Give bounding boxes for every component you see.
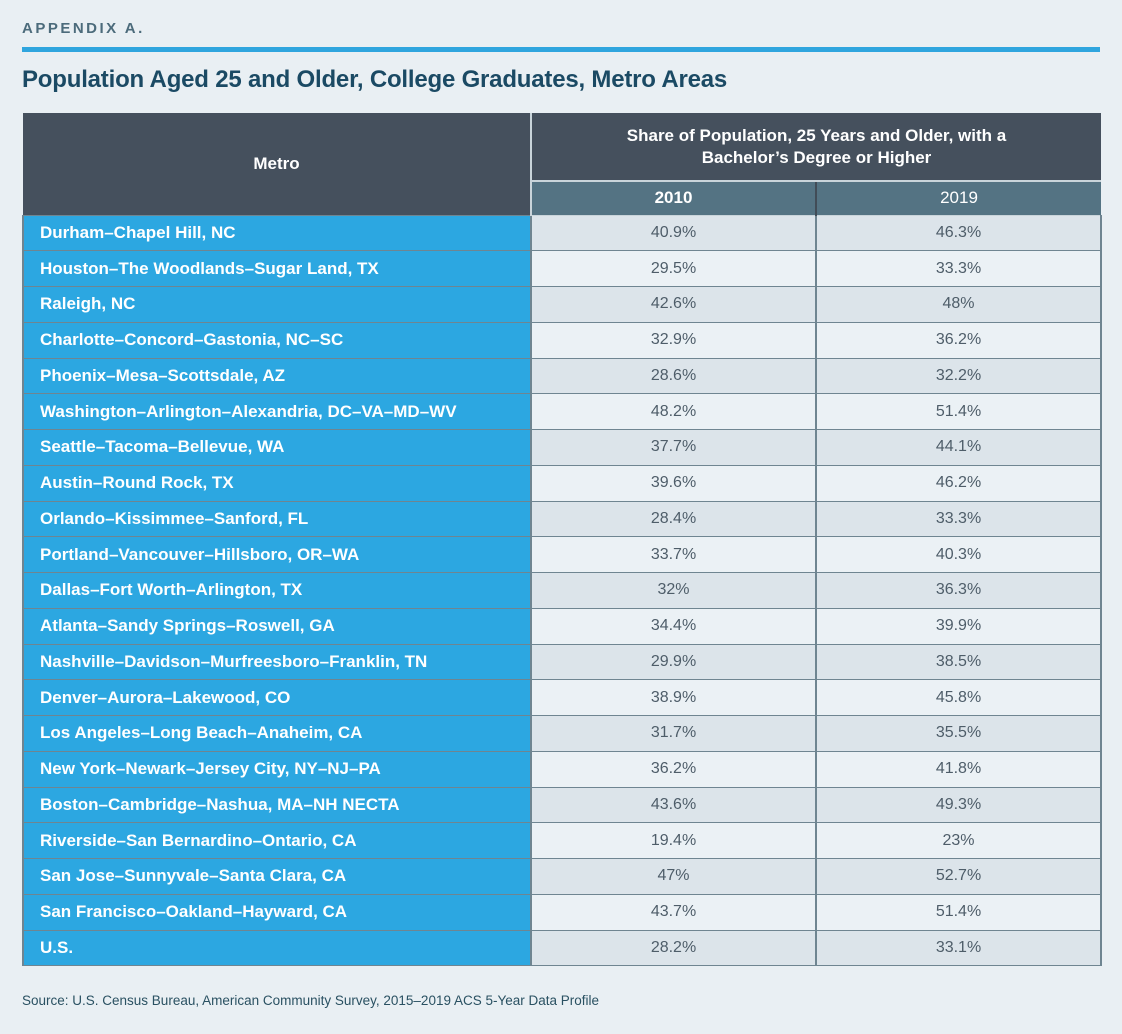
metro-name-cell: San Jose–Sunnyvale–Santa Clara, CA	[22, 858, 532, 895]
share-value-cell-2010: 38.9%	[530, 679, 817, 716]
share-value-cell-2019: 48%	[814, 286, 1103, 323]
share-value-cell-2010: 39.6%	[530, 464, 817, 502]
metro-name-cell: Boston–Cambridge–Nashua, MA–NH NECTA	[22, 786, 532, 824]
year-header-2010: 2010	[531, 181, 817, 216]
share-value-cell-2010: 31.7%	[530, 715, 817, 752]
table-row: Washington–Arlington–Alexandria, DC–VA–M…	[22, 393, 1103, 430]
share-value-cell-2019: 46.3%	[814, 214, 1103, 252]
share-value-cell-2010: 47%	[530, 858, 817, 895]
metro-name-cell: Denver–Aurora–Lakewood, CO	[22, 679, 532, 716]
share-value-cell-2010: 40.9%	[530, 214, 817, 252]
accent-rule	[22, 47, 1100, 52]
table-row: Portland–Vancouver–Hillsboro, OR–WA 33.7%…	[22, 536, 1103, 573]
share-value-cell-2019: 36.2%	[814, 321, 1103, 359]
table-row: Raleigh, NC 42.6% 48%	[22, 286, 1103, 323]
table-row: Durham–Chapel Hill, NC 40.9% 46.3%	[22, 214, 1103, 252]
share-value-cell-2019: 41.8%	[814, 750, 1103, 788]
share-value-cell-2010: 29.9%	[530, 643, 817, 681]
metro-name-cell: Atlanta–Sandy Springs–Roswell, GA	[22, 607, 532, 645]
metro-name-cell: Seattle–Tacoma–Bellevue, WA	[22, 429, 532, 466]
share-value-cell-2019: 51.4%	[814, 393, 1103, 430]
share-value-cell-2019: 32.2%	[814, 357, 1103, 395]
share-value-cell-2010: 34.4%	[530, 607, 817, 645]
source-note: Source: U.S. Census Bureau, American Com…	[22, 993, 600, 1009]
metro-name-cell: Washington–Arlington–Alexandria, DC–VA–M…	[22, 393, 532, 430]
share-value-cell-2019: 33.3%	[814, 500, 1103, 538]
table-body: Durham–Chapel Hill, NC 40.9% 46.3% Houston–…	[22, 214, 1103, 967]
metro-name-cell: Phoenix–Mesa–Scottsdale, AZ	[22, 357, 532, 395]
table-row: Houston–The Woodlands–Sugar Land, TX 29.5…	[22, 250, 1103, 287]
metro-name-cell: Portland–Vancouver–Hillsboro, OR–WA	[22, 536, 532, 573]
share-value-cell-2010: 32.9%	[530, 321, 817, 359]
page-title: Population Aged 25 and Older, College Gr…	[22, 66, 728, 93]
share-value-cell-2019: 23%	[814, 822, 1103, 859]
share-value-cell-2010: 29.5%	[530, 250, 817, 287]
group-column-header: Share of Population, 25 Years and Older,…	[531, 113, 1102, 182]
share-value-cell-2019: 38.5%	[814, 643, 1103, 681]
share-value-cell-2010: 48.2%	[530, 393, 817, 430]
table-row: Riverside–San Bernardino–Ontario, CA 19.4…	[22, 822, 1103, 859]
share-value-cell-2010: 19.4%	[530, 822, 817, 859]
share-value-cell-2010: 37.7%	[530, 429, 817, 466]
share-value-cell-2010: 32%	[530, 572, 817, 609]
share-value-cell-2010: 28.4%	[530, 500, 817, 538]
table-row: San Francisco–Oakland–Hayward, CA 43.7% 51…	[22, 893, 1103, 931]
table-row: U.S. 28.2% 33.1%	[22, 929, 1103, 967]
year-header-2019: 2019	[816, 181, 1102, 216]
metro-name-cell: Dallas–Fort Worth–Arlington, TX	[22, 572, 532, 609]
metro-name-cell: Los Angeles–Long Beach–Anaheim, CA	[22, 715, 532, 752]
share-value-cell-2010: 36.2%	[530, 750, 817, 788]
share-value-cell-2010: 42.6%	[530, 286, 817, 323]
table-row: Denver–Aurora–Lakewood, CO 38.9% 45.8%	[22, 679, 1103, 716]
table-row: Charlotte–Concord–Gastonia, NC–SC 32.9% 36…	[22, 321, 1103, 359]
share-value-cell-2019: 51.4%	[814, 893, 1103, 931]
metro-name-cell: Nashville–Davidson–Murfreesboro–Franklin…	[22, 643, 532, 681]
metro-name-cell: Orlando–Kissimmee–Sanford, FL	[22, 500, 532, 538]
table-row: Los Angeles–Long Beach–Anaheim, CA 31.7% 3…	[22, 715, 1103, 752]
metro-name-cell: San Francisco–Oakland–Hayward, CA	[22, 893, 532, 931]
share-value-cell-2019: 44.1%	[814, 429, 1103, 466]
metro-name-cell: New York–Newark–Jersey City, NY–NJ–PA	[22, 750, 532, 788]
share-value-cell-2019: 45.8%	[814, 679, 1103, 716]
share-value-cell-2010: 33.7%	[530, 536, 817, 573]
metro-table: Metro Share of Population, 25 Years and …	[22, 113, 1103, 967]
metro-column-header: Metro	[23, 113, 532, 215]
appendix-page: APPENDIX A. Population Aged 25 and Older…	[22, 20, 1103, 1009]
share-value-cell-2019: 36.3%	[814, 572, 1103, 609]
table-row: Atlanta–Sandy Springs–Roswell, GA 34.4% 39…	[22, 607, 1103, 645]
table-row: San Jose–Sunnyvale–Santa Clara, CA 47% 52.…	[22, 858, 1103, 895]
share-value-cell-2019: 33.1%	[814, 929, 1103, 967]
share-value-cell-2019: 49.3%	[814, 786, 1103, 824]
share-value-cell-2010: 43.6%	[530, 786, 817, 824]
metro-name-cell: Austin–Round Rock, TX	[22, 464, 532, 502]
metro-name-cell: Raleigh, NC	[22, 286, 532, 323]
appendix-kicker: APPENDIX A.	[22, 20, 145, 37]
share-value-cell-2010: 28.6%	[530, 357, 817, 395]
share-value-cell-2019: 52.7%	[814, 858, 1103, 895]
metro-name-cell: U.S.	[22, 929, 532, 967]
table-header: Metro Share of Population, 25 Years and …	[23, 113, 1102, 216]
share-value-cell-2019: 40.3%	[814, 536, 1103, 573]
table-row: Nashville–Davidson–Murfreesboro–Franklin…	[22, 643, 1103, 681]
share-value-cell-2019: 33.3%	[814, 250, 1103, 287]
share-value-cell-2019: 39.9%	[814, 607, 1103, 645]
share-value-cell-2019: 46.2%	[814, 464, 1103, 502]
table-row: Austin–Round Rock, TX 39.6% 46.2%	[22, 464, 1103, 502]
table-row: Seattle–Tacoma–Bellevue, WA 37.7% 44.1%	[22, 429, 1103, 466]
metro-name-cell: Riverside–San Bernardino–Ontario, CA	[22, 822, 532, 859]
metro-name-cell: Houston–The Woodlands–Sugar Land, TX	[22, 250, 532, 287]
share-value-cell-2010: 28.2%	[530, 929, 817, 967]
table-row: Phoenix–Mesa–Scottsdale, AZ 28.6% 32.2%	[22, 357, 1103, 395]
metro-name-cell: Durham–Chapel Hill, NC	[22, 214, 532, 252]
table-row: New York–Newark–Jersey City, NY–NJ–PA 36.…	[22, 750, 1103, 788]
metro-name-cell: Charlotte–Concord–Gastonia, NC–SC	[22, 321, 532, 359]
table-row: Boston–Cambridge–Nashua, MA–NH NECTA 43.6…	[22, 786, 1103, 824]
share-value-cell-2010: 43.7%	[530, 893, 817, 931]
table-row: Dallas–Fort Worth–Arlington, TX 32% 36.3%	[22, 572, 1103, 609]
table-row: Orlando–Kissimmee–Sanford, FL 28.4% 33.3%	[22, 500, 1103, 538]
share-value-cell-2019: 35.5%	[814, 715, 1103, 752]
